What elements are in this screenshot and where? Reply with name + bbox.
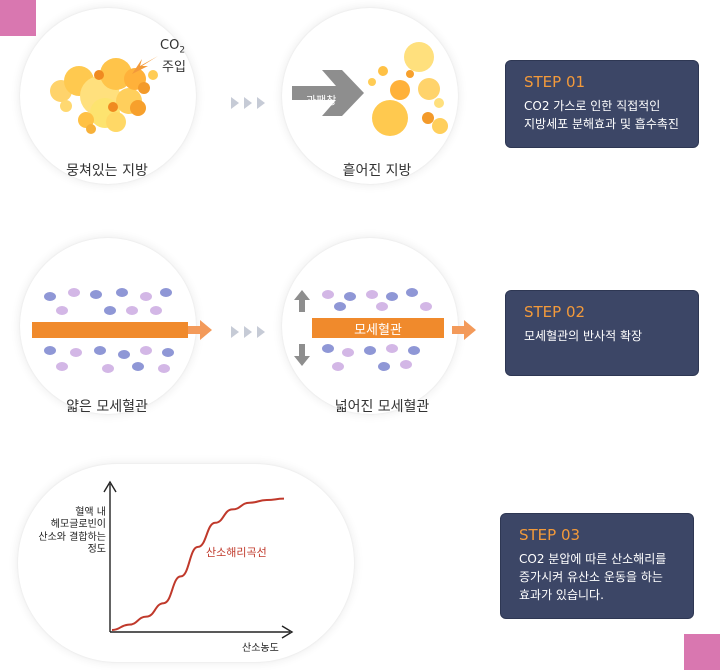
corner-decoration-top-left	[0, 0, 36, 36]
expand-down-arrow-icon	[294, 344, 310, 366]
injection-arrow-icon	[132, 56, 158, 74]
step-01-card: STEP 01 CO2 가스로 인한 직접적인 지방세포 분해효과 및 흡수촉진	[505, 60, 699, 148]
injection-label: 주입	[162, 60, 186, 75]
wide-vessel-caption: 넓어진 모세혈관	[334, 399, 430, 415]
thin-vessel-bar	[32, 322, 188, 338]
step-02-card: STEP 02 모세혈관의 반사적 확장	[505, 290, 699, 376]
y-axis-arrow-icon	[103, 480, 117, 493]
ylabel-line-2: 헤모글로빈이	[51, 518, 106, 530]
step-03-title: STEP 03	[519, 526, 581, 544]
scattered-fat-caption: 흩어진 지방	[342, 163, 412, 179]
wide-vessel-bar	[312, 318, 444, 338]
clustered-fat-circle: CO2 주입	[20, 8, 196, 184]
step-03-body: CO2 분압에 따른 산소해리를 증가시켜 유산소 운동을 하는 효과가 있습니…	[519, 552, 667, 602]
wide-vessel-arrow-icon	[452, 320, 476, 340]
wide-vessel-circle: 모세혈관	[282, 238, 458, 414]
step-02-body: 모세혈관의 반사적 확장	[524, 329, 643, 343]
scattered-fat-circle: 과팽창	[282, 8, 458, 184]
step-03-card: STEP 03 CO2 분압에 따른 산소해리를 증가시켜 유산소 운동을 하는…	[500, 513, 694, 619]
expansion-arrow-icon	[292, 70, 364, 116]
expansion-label: 과팽창	[306, 94, 337, 107]
thin-vessel-arrow-icon	[188, 320, 212, 340]
chart-panel	[18, 464, 354, 662]
step-01-body: CO2 가스로 인한 직접적인 지방세포 분해효과 및 흡수촉진	[524, 99, 679, 131]
x-axis-arrow-icon	[281, 625, 294, 639]
thin-vessel-circle	[20, 238, 196, 414]
co2-label: CO2	[160, 38, 186, 56]
chevron-arrows-icon-2	[231, 326, 265, 338]
step-01-title: STEP 01	[524, 73, 586, 91]
ylabel-line-3: 산소와 결합하는	[38, 530, 106, 543]
step-02-title: STEP 02	[524, 303, 586, 321]
ylabel-line-4: 정도	[88, 543, 106, 555]
vessel-label: 모세혈관	[354, 323, 402, 338]
expand-up-arrow-icon	[294, 290, 310, 312]
oxygen-dissociation-curve	[111, 497, 285, 631]
chevron-arrows-icon	[231, 97, 265, 109]
ylabel-line-1: 혈액 내	[75, 505, 106, 518]
corner-decoration-bottom-right	[684, 634, 720, 670]
xlabel: 산소농도	[242, 642, 279, 654]
thin-vessel-caption: 얇은 모세혈관	[66, 399, 148, 415]
clustered-fat-caption: 뭉쳐있는 지방	[66, 163, 148, 179]
curve-label: 산소해리곡선	[206, 545, 267, 559]
